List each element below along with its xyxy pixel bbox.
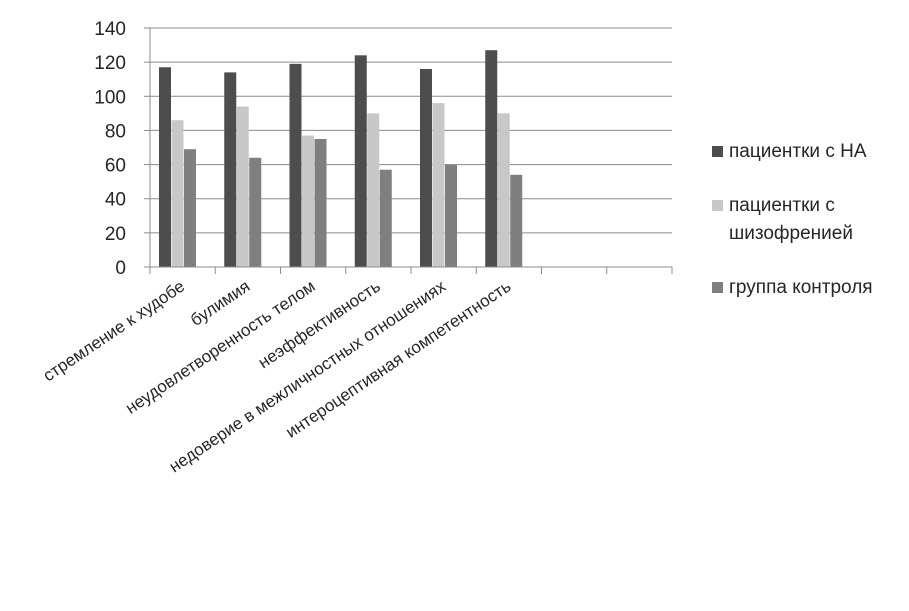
bars xyxy=(159,50,523,268)
bar-series-1-cat-5 xyxy=(420,68,432,267)
bar-series-3-cat-1 xyxy=(184,149,196,267)
bar-series-3-cat-2 xyxy=(249,157,262,267)
bar-series-2-cat-1 xyxy=(171,120,184,267)
axes xyxy=(144,27,673,274)
x-category-labels: стремление к худобебулимиянеудовлетворен… xyxy=(40,276,515,476)
bar-series-2-cat-5 xyxy=(432,103,445,267)
bar-series-1-cat-6 xyxy=(485,50,498,267)
legend-label-series-3: группа контроля xyxy=(729,277,873,298)
y-tick-label: 120 xyxy=(94,53,126,74)
bar-series-3-cat-6 xyxy=(510,174,523,267)
legend-item-series-2: пациентки с шизофренией xyxy=(712,192,902,248)
y-tick-label: 60 xyxy=(105,156,126,177)
bar-series-1-cat-1 xyxy=(159,67,171,267)
legend-swatch-series-1 xyxy=(712,146,723,157)
legend-label-series-1: пациентки с НА xyxy=(729,141,867,162)
legend-label-series-2: пациентки с шизофренией xyxy=(729,195,853,244)
y-tick-labels: 0 20 40 60 80 100 120 140 xyxy=(94,19,126,279)
legend-swatch-series-3 xyxy=(712,282,723,293)
bar-series-1-cat-2 xyxy=(224,72,237,267)
y-tick-label: 100 xyxy=(94,87,126,108)
bar-series-3-cat-4 xyxy=(379,169,392,267)
bar-series-3-cat-5 xyxy=(445,164,457,267)
y-tick-label: 20 xyxy=(105,224,126,245)
legend-item-series-1: пациентки с НА xyxy=(712,138,902,166)
y-tick-label: 140 xyxy=(94,19,126,40)
bar-series-2-cat-2 xyxy=(236,106,249,268)
legend: пациентки с НА пациентки с шизофренией г… xyxy=(712,138,902,328)
y-tick-label: 40 xyxy=(105,190,126,211)
bar-series-1-cat-4 xyxy=(354,55,367,267)
y-tick-label: 80 xyxy=(105,121,126,142)
bar-series-2-cat-3 xyxy=(302,135,314,267)
bar-series-1-cat-3 xyxy=(289,63,302,267)
bar-series-3-cat-3 xyxy=(314,138,327,267)
legend-swatch-series-2 xyxy=(712,200,723,211)
bar-series-2-cat-4 xyxy=(367,113,380,267)
x-category-label: стремление к худобе xyxy=(40,277,188,386)
legend-item-series-3: группа контроля xyxy=(712,274,902,302)
y-tick-label: 0 xyxy=(115,258,126,279)
bar-series-2-cat-6 xyxy=(497,113,510,267)
